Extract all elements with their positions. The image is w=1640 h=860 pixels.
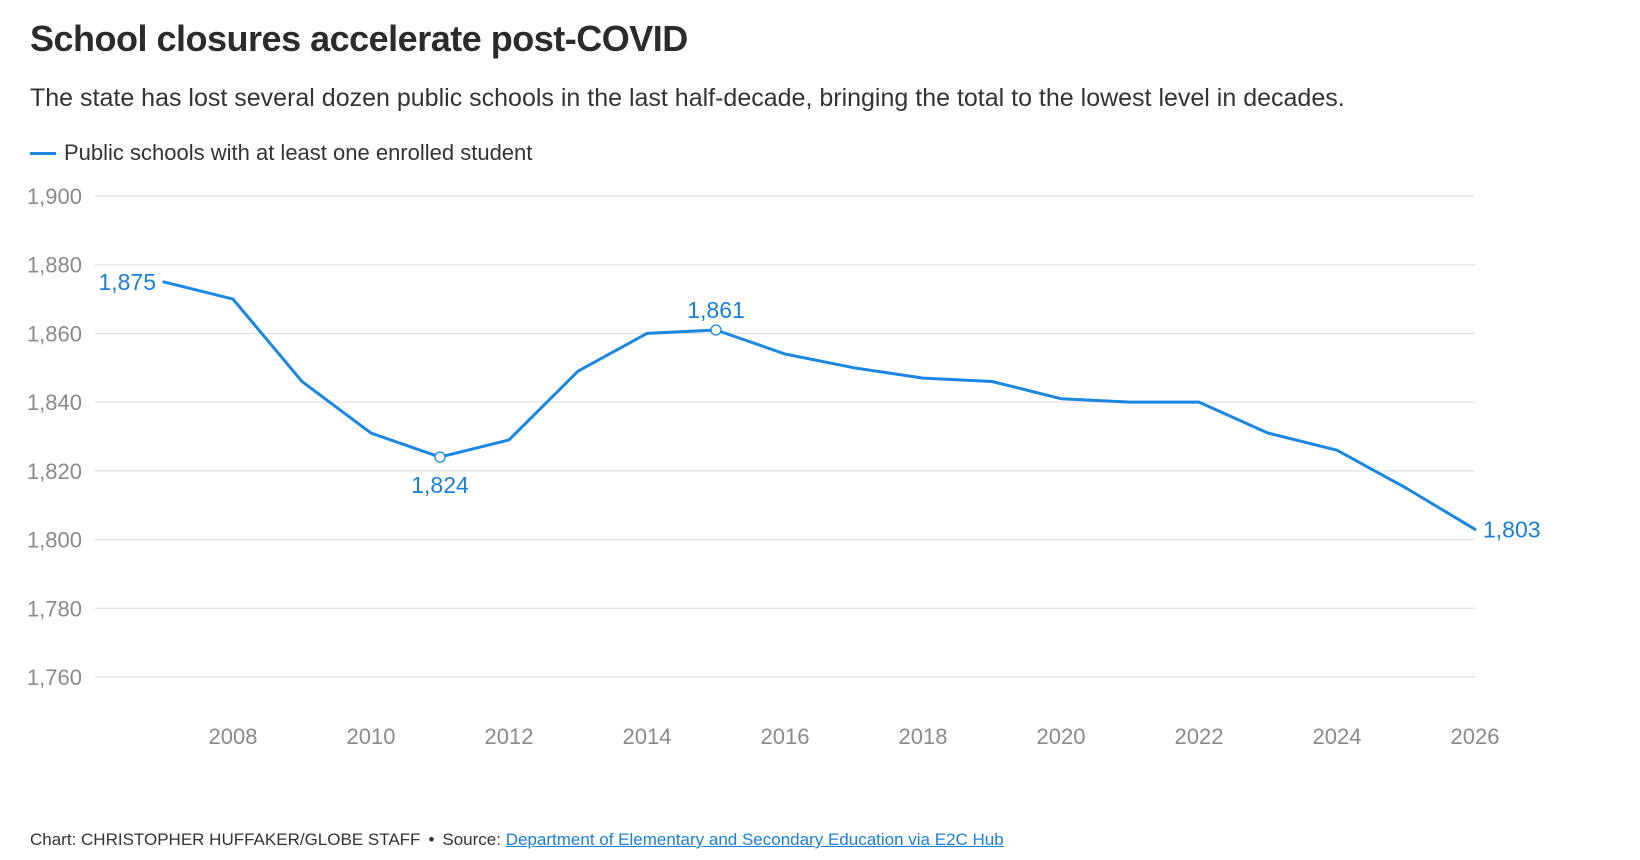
legend: Public schools with at least one enrolle… — [30, 140, 532, 166]
x-tick-label: 2018 — [899, 724, 948, 749]
y-tick-label: 1,820 — [27, 459, 82, 484]
x-tick-label: 2022 — [1175, 724, 1224, 749]
y-tick-label: 1,800 — [27, 528, 82, 553]
footer: Chart: CHRISTOPHER HUFFAKER/GLOBE STAFF •… — [30, 830, 1004, 850]
x-tick-label: 2016 — [761, 724, 810, 749]
x-tick-label: 2010 — [347, 724, 396, 749]
x-tick-label: 2012 — [485, 724, 534, 749]
footer-source-label: Source: — [442, 830, 501, 849]
x-tick-label: 2026 — [1451, 724, 1500, 749]
y-tick-label: 1,860 — [27, 321, 82, 346]
x-tick-label: 2020 — [1037, 724, 1086, 749]
chart-subtitle: The state has lost several dozen public … — [30, 84, 1345, 112]
y-tick-label: 1,760 — [27, 665, 82, 690]
footer-credit: Chart: CHRISTOPHER HUFFAKER/GLOBE STAFF — [30, 830, 421, 849]
data-label: 1,875 — [98, 269, 156, 295]
x-tick-label: 2008 — [209, 724, 258, 749]
chart-title: School closures accelerate post-COVID — [30, 18, 688, 59]
data-label: 1,803 — [1483, 516, 1541, 542]
data-label: 1,824 — [411, 472, 469, 498]
legend-label: Public schools with at least one enrolle… — [64, 140, 533, 165]
annotation-marker — [710, 324, 722, 336]
series-line — [162, 280, 1477, 531]
y-tick-label: 1,900 — [27, 184, 82, 209]
annotation-marker — [434, 451, 446, 463]
legend-swatch — [30, 151, 56, 155]
x-tick-label: 2014 — [623, 724, 672, 749]
x-tick-label: 2024 — [1313, 724, 1362, 749]
y-tick-label: 1,840 — [27, 390, 82, 415]
data-label: 1,861 — [687, 297, 745, 323]
y-tick-label: 1,780 — [27, 596, 82, 621]
y-tick-label: 1,880 — [27, 253, 82, 278]
footer-separator: • — [428, 830, 435, 849]
footer-source-link[interactable]: Department of Elementary and Secondary E… — [505, 830, 1004, 849]
